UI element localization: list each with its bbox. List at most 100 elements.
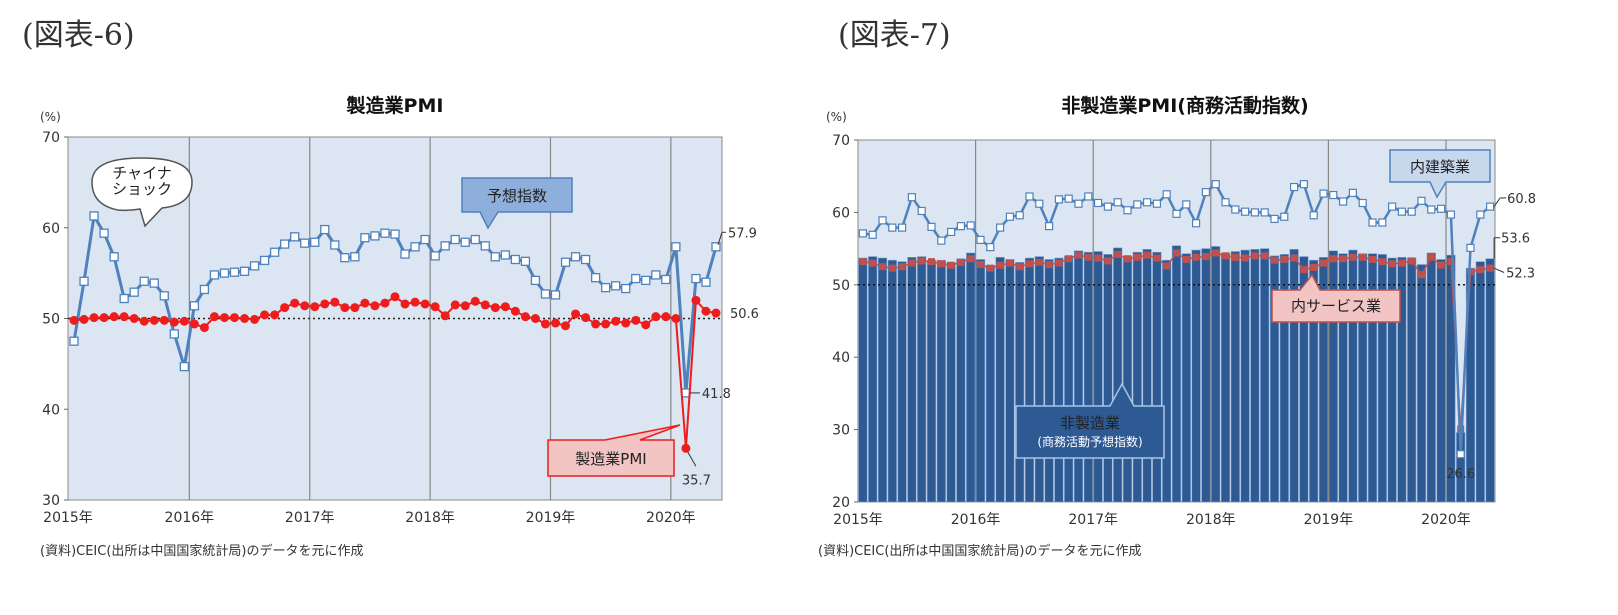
point-pmi (230, 313, 239, 323)
bar-non-manufacturing (1054, 257, 1064, 503)
callout-box-dark (1015, 382, 1165, 459)
point-services (1016, 263, 1024, 271)
point-pmi (300, 301, 310, 311)
point-services (1408, 257, 1416, 265)
point-expectation (450, 234, 460, 245)
bar-non-manufacturing (1387, 257, 1397, 503)
bar-non-manufacturing (1318, 256, 1329, 503)
callout-expectation-text: 予想指数 (487, 187, 547, 205)
point-pmi (260, 310, 270, 320)
point-services (1271, 256, 1278, 264)
point-expectation (79, 276, 89, 286)
x-tick-label: 2015年 (43, 510, 93, 526)
point-pmi (460, 301, 470, 311)
point-construction (1446, 210, 1456, 219)
callout-box-blue (461, 177, 573, 230)
point-services (1212, 249, 1220, 257)
bar-non-manufacturing (1005, 259, 1015, 503)
point-expectation (189, 301, 200, 311)
point-pmi (169, 317, 179, 327)
bar-non-manufacturing (887, 259, 897, 503)
bar-non-manufacturing (1367, 253, 1378, 503)
point-pmi (209, 312, 219, 322)
point-expectation (320, 224, 330, 235)
point-pmi (280, 303, 290, 313)
point-construction (1485, 202, 1495, 211)
point-services (1329, 255, 1337, 263)
point-pmi (440, 311, 450, 321)
callout-services-text: 内サービス業 (1291, 297, 1381, 315)
point-services (1251, 252, 1259, 260)
point-pmi (119, 312, 129, 322)
point-construction (1162, 190, 1171, 199)
point-pmi (240, 314, 250, 323)
bar-non-manufacturing (956, 258, 966, 503)
point-pmi (430, 302, 440, 312)
point-expectation (229, 267, 240, 277)
point-construction (1387, 202, 1397, 211)
bar-non-manufacturing (1113, 247, 1123, 503)
x-tick-label: 2017年 (1068, 512, 1118, 528)
point-services (918, 257, 926, 265)
point-construction (1182, 200, 1191, 209)
point-construction (1093, 198, 1103, 208)
point-services (1026, 260, 1033, 268)
callout-services: 内サービス業 (1271, 273, 1401, 323)
point-services (898, 263, 906, 271)
point-expectation (129, 287, 139, 297)
point-expectation (69, 336, 79, 346)
point-construction (1466, 243, 1475, 252)
y-tick-label: 50 (832, 278, 850, 294)
point-services (879, 263, 886, 271)
point-services (1241, 254, 1249, 262)
leader-57-9 (717, 232, 723, 245)
point-expectation (671, 242, 681, 252)
point-services (1261, 252, 1269, 260)
point-pmi (561, 321, 571, 331)
source-note: (資料)CEIC(出所は中国国家統計局)のデータを元に作成 (818, 543, 1142, 559)
figure-label-7: (図表-7) (838, 18, 951, 53)
point-expectation (661, 274, 671, 285)
point-pmi (380, 298, 390, 308)
bar-non-manufacturing (966, 252, 976, 503)
point-expectation (209, 270, 220, 280)
bar-non-manufacturing (868, 256, 878, 503)
callout-box-red (1271, 273, 1401, 323)
point-services (1300, 266, 1308, 274)
bar-non-manufacturing (1485, 258, 1495, 503)
point-services (1202, 253, 1210, 261)
point-construction (1456, 450, 1465, 459)
point-expectation (370, 231, 380, 241)
bar-non-manufacturing (1328, 250, 1338, 503)
point-construction (1378, 218, 1387, 227)
point-construction (1064, 194, 1073, 203)
bar-non-manufacturing (1162, 259, 1172, 503)
point-pmi (601, 319, 611, 329)
point-pmi (79, 314, 89, 324)
point-pmi (671, 314, 681, 323)
point-construction (1074, 199, 1083, 208)
x-tick-label: 2018年 (405, 510, 455, 526)
point-expectation (691, 273, 701, 284)
point-pmi (651, 312, 661, 322)
point-services (1222, 252, 1229, 260)
callout-china-shock-text: チャイナショック (112, 164, 172, 198)
point-expectation (360, 233, 370, 243)
point-services (1418, 271, 1425, 279)
point-expectation (300, 238, 310, 248)
point-services (1476, 266, 1484, 274)
x-tick-label: 2020年 (646, 510, 696, 526)
point-services (859, 258, 867, 266)
point-services (888, 264, 896, 272)
point-construction (1407, 207, 1416, 216)
point-pmi (189, 319, 199, 329)
point-services (1359, 253, 1367, 261)
point-construction (917, 206, 926, 216)
y-tick-label: 60 (42, 221, 60, 237)
callout-non-manufacturing: 非製造業 (商務活動予想指数) (1015, 382, 1165, 459)
point-pmi (450, 300, 460, 310)
point-expectation (530, 275, 541, 286)
point-construction (1299, 180, 1309, 189)
point-services (1075, 251, 1082, 259)
point-expectation (701, 277, 711, 287)
